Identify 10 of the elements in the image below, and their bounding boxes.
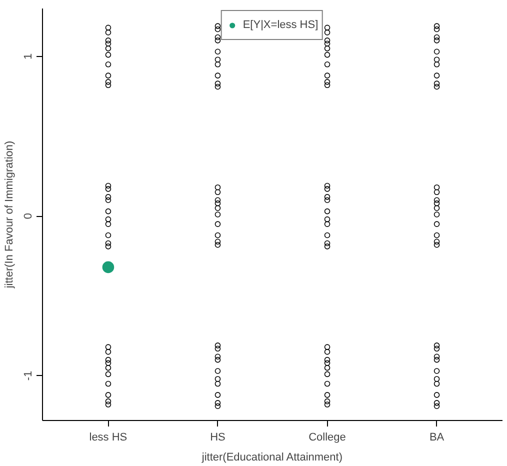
x-tick-label: less HS [89,432,128,444]
y-tick-label: -1 [22,370,34,381]
x-axis-title: jitter(Educational Attainment) [200,452,343,464]
x-tick-label: BA [429,432,445,444]
y-tick-label: 0 [22,213,34,220]
x-tick-label: HS [210,432,226,444]
x-tick-label: College [308,432,346,444]
legend-label: E[Y|X=less HS] [242,19,318,31]
y-tick-label: 1 [22,53,34,60]
y-axis-title: jitter(In Favour of Immigration) [4,140,16,290]
